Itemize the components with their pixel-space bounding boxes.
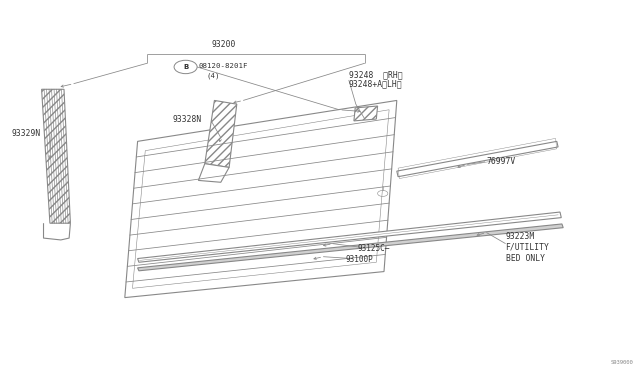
Text: 93328N: 93328N xyxy=(173,115,202,124)
Polygon shape xyxy=(138,212,561,262)
Text: 08120-8201F: 08120-8201F xyxy=(198,63,248,69)
Text: 93248  〈RH〉: 93248 〈RH〉 xyxy=(349,70,403,79)
Text: 93100P: 93100P xyxy=(346,255,373,264)
Text: BED ONLY: BED ONLY xyxy=(506,254,545,263)
Text: F/UTILITY: F/UTILITY xyxy=(506,243,550,252)
Polygon shape xyxy=(397,141,558,177)
Polygon shape xyxy=(125,100,397,298)
Text: 76997V: 76997V xyxy=(486,157,516,166)
Polygon shape xyxy=(205,100,237,167)
Text: 93200: 93200 xyxy=(212,40,236,49)
Text: 93223M: 93223M xyxy=(506,232,535,241)
Polygon shape xyxy=(42,89,70,223)
Text: S939000: S939000 xyxy=(611,360,634,365)
Text: 93329N: 93329N xyxy=(12,129,41,138)
Text: 93125C―: 93125C― xyxy=(357,244,390,253)
Polygon shape xyxy=(354,106,378,121)
Text: B: B xyxy=(183,64,188,70)
Polygon shape xyxy=(198,164,229,182)
Text: 93248+A〈LH〉: 93248+A〈LH〉 xyxy=(349,79,403,88)
Polygon shape xyxy=(138,224,563,271)
Text: (4): (4) xyxy=(206,72,220,79)
